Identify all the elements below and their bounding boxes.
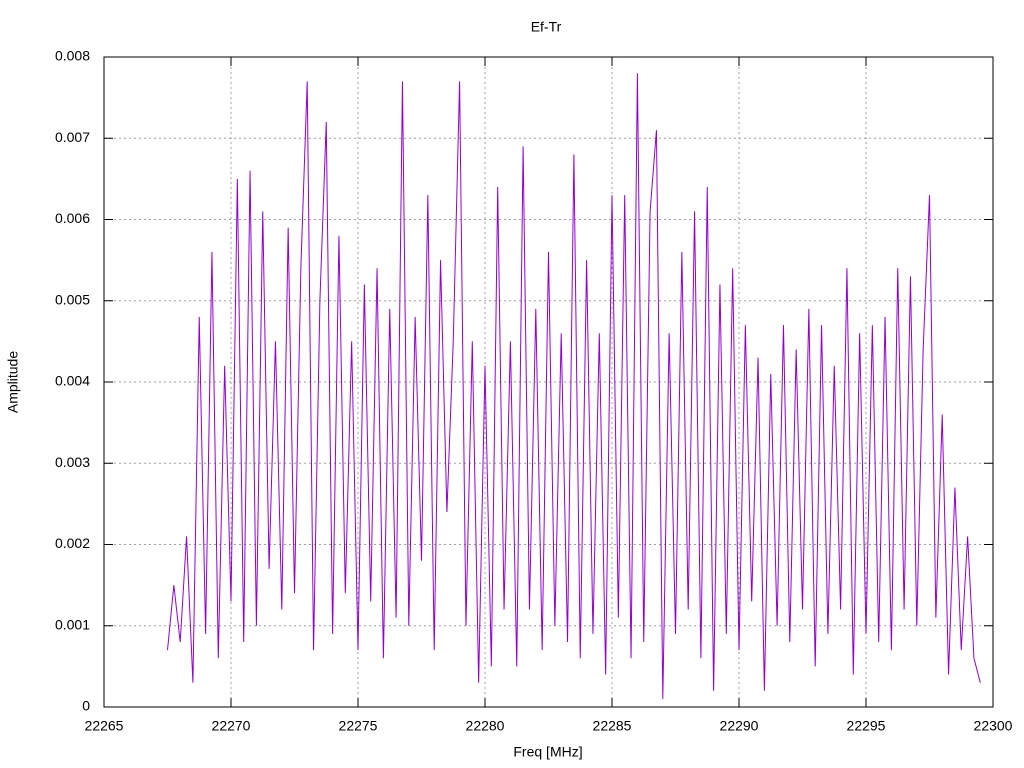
y-tick-label: 0.006 bbox=[55, 210, 90, 226]
x-axis-label: Freq [MHz] bbox=[513, 744, 582, 760]
y-tick-label: 0.002 bbox=[55, 535, 90, 551]
y-axis-label: Amplitude bbox=[5, 351, 21, 413]
x-tick-label: 22265 bbox=[85, 718, 124, 734]
x-tick-label: 22270 bbox=[212, 718, 251, 734]
x-tick-label: 22280 bbox=[466, 718, 505, 734]
y-tick-label: 0.005 bbox=[55, 291, 90, 307]
plot-border bbox=[103, 56, 994, 708]
data-line bbox=[167, 73, 981, 699]
y-tick-label: 0.003 bbox=[55, 454, 90, 470]
y-tick-label: 0 bbox=[82, 698, 90, 714]
x-tick-label: 22285 bbox=[593, 718, 632, 734]
y-tick-label: 0.001 bbox=[55, 616, 90, 632]
chart-title: Ef-Tr bbox=[531, 19, 562, 35]
y-tick-label: 0.007 bbox=[55, 129, 90, 145]
x-tick-label: 22295 bbox=[847, 718, 886, 734]
y-tick-label: 0.004 bbox=[55, 373, 90, 389]
x-tick-label: 22290 bbox=[720, 718, 759, 734]
y-tick-label: 0.008 bbox=[55, 48, 90, 64]
x-tick-label: 22275 bbox=[339, 718, 378, 734]
x-tick-label: 22300 bbox=[974, 718, 1013, 734]
